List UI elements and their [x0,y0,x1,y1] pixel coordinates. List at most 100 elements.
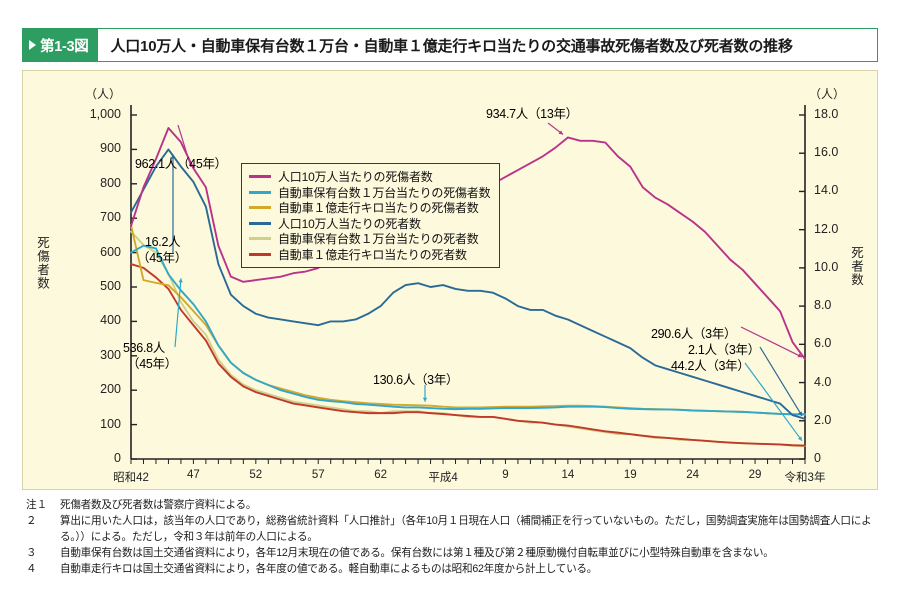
right-axis-tick-label: 16.0 [814,145,839,160]
right-axis-tick-label: 10.0 [814,259,839,274]
note-number: ３ [26,547,37,560]
series-line [130,263,806,447]
legend-color-swatch [249,206,271,210]
left-axis-tick-label: 700 [100,210,121,225]
figure-notes: 注１ 死傷者数及び死者数は警察庁資料による。 ２ 算出に用いた人口は，該当年の人口であ… [26,498,886,579]
note-number: 注１ [26,499,48,511]
left-axis-tick-label: 500 [100,279,121,293]
leader-442-arrow [797,436,802,441]
annotation-peak-injured-1970: 962.1人（45年） [135,157,227,171]
left-axis-tick-label: 900 [100,141,121,156]
legend-item-label: 人口10万人当たりの死者数 [278,216,421,231]
note-text: 自動車走行キロは国土交通省資料により，各年度の値である。軽自動車によるものは昭和… [60,563,598,576]
leader-21-arrow [798,411,802,416]
right-axis-tick-label: 2.0 [814,412,832,427]
leader-2906 [740,326,803,358]
x-axis-tick-label: 57 [311,469,325,481]
x-axis-tick-label: 9 [502,469,509,481]
left-axis-tick-label: 400 [100,313,121,328]
leader-21 [759,346,803,417]
leader-442 [744,362,803,442]
legend-item: 自動車保有台数１万台当たりの死者数 [249,231,490,247]
legend-item: 自動車保有台数１万台当たりの死傷者数 [249,185,491,201]
leader-162-arrow [170,154,176,159]
right-axis-tick-label: 4.0 [814,374,832,389]
x-axis-tick-label: 47 [187,469,200,481]
figure-number-label: 第1-3図 [40,38,89,55]
leader-1306-arrow [422,397,428,402]
left-axis-tick-label: 600 [100,244,121,259]
triangle-marker-icon [29,40,36,50]
left-axis-tick-label: 1,000 [89,107,121,121]
annotation-injured-2021: 290.6人（3年） [651,327,737,341]
left-axis-tick-label: 100 [100,416,121,431]
x-axis-tick-label: 24 [686,469,700,481]
right-axis-tick-label: 18.0 [814,107,839,121]
annotation-peak-deaths-1970: 16.2人 [145,235,181,249]
annotation-vehicle-deaths-2021: 44.2人（3年） [671,359,750,373]
legend-item-label: 自動車保有台数１万台当たりの死者数 [278,232,479,247]
x-axis-tick-label: 52 [249,469,263,481]
annotation-vehicle-injured-1970-year: （45年） [127,357,177,371]
series-line [130,148,806,420]
annotation-peak-deaths-1970-year: （45年） [137,251,187,265]
legend-item-label: 人口10万人当たりの死傷者数 [278,170,433,185]
left-axis-tick-label: 300 [100,347,121,362]
legend-item-label: 自動車１億走行キロ当たりの死傷者数 [278,201,479,216]
note-text: 自動車保有台数は国土交通省資料により，各年12月末現在の値である。保有台数には第… [60,547,774,560]
right-axis-unit: （人） [809,87,846,101]
figure-title-label: 人口10万人・自動車保有台数１万台・自動車１億走行キロ当たりの交通事故死傷者数及… [110,37,793,55]
x-axis-tick-label: 29 [748,469,762,481]
note-text: 算出に用いた人口は，該当年の人口であり，総務省統計資料「人口推計」（各年10月１… [60,515,872,543]
legend-color-swatch [249,190,271,194]
annotation-deaths-2021: 2.1人（3年） [688,343,760,357]
right-axis-title: 死者数 [849,246,863,287]
left-axis-tick-label: 0 [114,451,121,465]
x-axis-tick-label: 62 [374,469,388,481]
leader-2906-arrow [797,353,802,358]
figure-number-tag: 第1-3図 [23,29,99,61]
legend-item-label: 自動車１億走行キロ当たりの死者数 [278,247,467,262]
annotation-vehicle-injured-2021: 130.6人（3年） [373,373,459,387]
note-number: ４ [26,563,37,576]
chart-plot-area [130,105,806,464]
x-axis-tick-label: 14 [561,469,575,481]
legend-color-swatch [249,252,271,256]
legend-item: 人口10万人当たりの死傷者数 [249,169,490,185]
note-row: ４ 自動車走行キロは国土交通省資料により，各年度の値である。軽自動車によるものは昭… [26,562,886,577]
right-axis-tick-label: 12.0 [814,221,839,236]
x-axis-tick-label: 昭和42 [113,472,149,484]
legend-item-label: 自動車保有台数１万台当たりの死傷者数 [278,185,491,200]
legend-item: 人口10万人当たりの死者数 [249,216,490,232]
note-row: ３ 自動車保有台数は国土交通省資料により，各年12月末現在の値である。保有台数には… [26,546,886,561]
leader-9347-arrow [558,130,563,135]
legend-item: 自動車１億走行キロ当たりの死者数 [249,247,490,263]
x-axis-tick-label: 19 [623,469,637,481]
note-text: 死傷者数及び死者数は警察庁資料による。 [60,499,257,511]
x-axis-tick-label: 令和3年 [784,472,826,484]
chart-legend: 人口10万人当たりの死傷者数 自動車保有台数１万台当たりの死傷者数 自動車１億走行キ… [241,163,501,268]
left-axis-tick-label: 800 [100,175,121,190]
legend-color-swatch [249,237,271,241]
x-axis-tick-label: 平成4 [428,472,458,484]
leader-5368 [174,278,182,348]
right-axis-tick-label: 6.0 [814,336,832,351]
legend-color-swatch [249,221,271,225]
series-line [130,244,806,416]
note-number: ２ [26,515,37,528]
note-row: ２ 算出に用いた人口は，該当年の人口であり，総務省統計資料「人口推計」（各年10月… [26,514,886,545]
left-axis-unit: （人） [85,87,122,101]
figure-title-bar: 第1-3図 人口10万人・自動車保有台数１万台・自動車１億走行キロ当たりの交通事… [22,28,878,62]
note-row: 注１ 死傷者数及び死者数は警察庁資料による。 [26,498,886,513]
legend-item: 自動車１億走行キロ当たりの死傷者数 [249,200,490,216]
leader-962 [177,124,192,168]
right-axis-tick-label: 14.0 [814,183,839,198]
leader-5368-arrow [178,278,183,283]
left-axis-title: 死傷者数 [35,236,49,290]
left-axis-tick-label: 200 [100,382,121,397]
legend-color-swatch [249,175,271,179]
annotation-vehicle-injured-1970: 536.8人 [123,341,165,355]
right-axis-tick-label: 8.0 [814,298,832,313]
annotation-peak-injured-2001: 934.7人（13年） [486,107,578,121]
